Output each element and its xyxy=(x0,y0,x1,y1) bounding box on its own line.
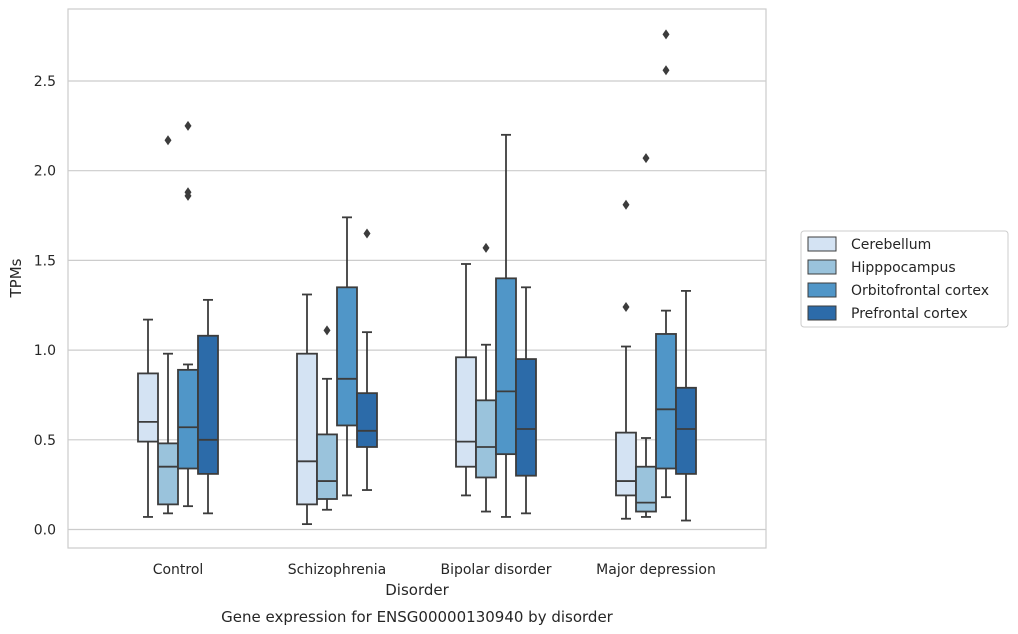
iqr-box xyxy=(157,442,179,506)
y-tick-label: 2.0 xyxy=(34,164,56,180)
iqr-box xyxy=(675,386,697,475)
x-axis-label: Disorder xyxy=(385,581,449,599)
outlier-point xyxy=(184,187,192,198)
legend-frame xyxy=(800,230,1009,328)
outlier-point xyxy=(622,199,630,210)
iqr-box xyxy=(197,334,219,475)
iqr-box xyxy=(177,368,199,470)
outlier-point xyxy=(363,228,371,239)
outlier-point xyxy=(184,120,192,131)
iqr-box xyxy=(137,372,159,443)
box-group xyxy=(296,293,318,526)
box-group xyxy=(615,199,637,520)
y-axis-ticks: 0.0 0.5 1.0 1.5 2.0 2.5 xyxy=(34,74,56,539)
box-group xyxy=(197,298,219,515)
box-group xyxy=(675,289,697,522)
iqr-box xyxy=(336,286,358,427)
iqr-box xyxy=(655,333,677,470)
y-tick-label: 1.0 xyxy=(34,343,56,359)
y-tick-label: 2.5 xyxy=(34,74,56,90)
iqr-box xyxy=(316,433,338,500)
box-group xyxy=(515,286,537,515)
box-group xyxy=(177,120,199,508)
x-axis-ticks: Control Schizophrenia Bipolar disorder Majo… xyxy=(153,562,716,578)
legend-swatch xyxy=(807,282,837,298)
iqr-box xyxy=(615,431,637,497)
legend-label: Orbitofrontal cortex xyxy=(851,283,989,299)
legend-label: Cerebellum xyxy=(851,237,931,253)
legend: Cerebellum Hipppocampus Orbitofrontal cort… xyxy=(800,230,1009,328)
iqr-box xyxy=(635,465,657,513)
legend-label: Prefrontal cortex xyxy=(851,306,968,322)
legend-swatch xyxy=(807,236,837,252)
iqr-box xyxy=(455,356,477,468)
box-group xyxy=(455,263,477,497)
legend-swatch xyxy=(807,305,837,321)
plot-frame xyxy=(67,8,767,549)
outlier-point xyxy=(323,325,331,336)
y-tick-label: 0.5 xyxy=(34,433,56,449)
iqr-box xyxy=(515,358,537,477)
iqr-box xyxy=(356,392,378,448)
legend-label: Hipppocampus xyxy=(851,260,956,276)
box-group xyxy=(157,135,179,515)
box-group xyxy=(356,228,378,491)
box-group xyxy=(336,216,358,497)
outlier-point xyxy=(662,65,670,76)
iqr-box xyxy=(475,399,497,479)
box-group xyxy=(137,318,159,518)
y-tick-label: 1.5 xyxy=(34,253,56,269)
legend-swatch xyxy=(807,259,837,275)
box-group xyxy=(655,29,677,499)
outlier-point xyxy=(164,135,172,146)
chart-caption: Gene expression for ENSG00000130940 by d… xyxy=(221,608,614,626)
x-tick-label: Major depression xyxy=(596,562,716,578)
outlier-point xyxy=(662,29,670,40)
outlier-point xyxy=(642,153,650,164)
plot-boxes xyxy=(137,29,697,526)
iqr-box xyxy=(296,352,318,506)
x-tick-label: Schizophrenia xyxy=(288,562,386,578)
x-tick-label: Bipolar disorder xyxy=(440,562,551,578)
box-group xyxy=(316,325,338,511)
iqr-box xyxy=(495,277,517,456)
box-group xyxy=(475,242,497,513)
box-group xyxy=(635,153,657,518)
outlier-point xyxy=(622,302,630,313)
x-tick-label: Control xyxy=(153,562,204,578)
y-axis-label: TPMs xyxy=(7,258,25,298)
y-tick-label: 0.0 xyxy=(34,523,56,539)
outlier-point xyxy=(482,242,490,253)
